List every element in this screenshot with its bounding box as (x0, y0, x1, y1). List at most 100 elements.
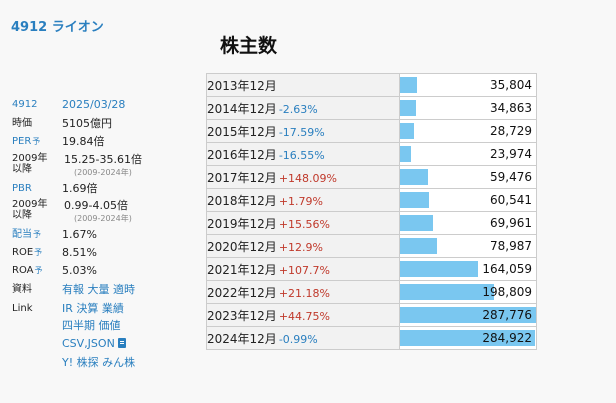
link-tairyo[interactable]: 大量 (87, 283, 110, 296)
value-bar (400, 307, 536, 323)
table-row: 2019年12月 +15.56% 69,961 (206, 211, 537, 235)
shareholders-table: 2013年12月 35,804 2014年12月 -2.63% 34,863 2015年1… (206, 73, 537, 350)
year-label: 2014年12月 (207, 101, 277, 116)
per-value: 19.84倍 (62, 135, 105, 148)
forecast-mark: 予 (32, 137, 41, 146)
value-bar (400, 284, 494, 300)
shareholder-count: 59,476 (490, 170, 532, 184)
change-percent: -2.63% (278, 102, 318, 116)
shareholder-count: 287,776 (482, 308, 532, 322)
link-csv-json[interactable]: CSV,JSON (62, 337, 115, 350)
value-bar (400, 215, 433, 231)
forecast-mark: 予 (34, 266, 43, 275)
shareholder-count: 78,987 (490, 239, 532, 253)
year-cell: 2018年12月 +1.79% (206, 188, 400, 212)
link-yuho[interactable]: 有報 (62, 283, 84, 296)
dividend-label[interactable]: 配当予 (12, 229, 41, 240)
link-gyoseki[interactable]: 業績 (101, 302, 124, 315)
table-row: 2017年12月 +148.09% 59,476 (206, 165, 537, 189)
year-cell: 2020年12月 +12.9% (206, 234, 400, 258)
value-bar (400, 330, 535, 346)
value-bar (400, 77, 417, 93)
link-label: Link (12, 303, 33, 314)
company-link[interactable]: 4912 ライオン (11, 20, 104, 35)
year-cell: 2015年12月 -17.59% (206, 119, 400, 143)
value-cell: 284,922 (399, 326, 537, 350)
table-row: 2022年12月 +21.18% 198,809 (206, 280, 537, 304)
year-label: 2023年12月 (207, 308, 277, 323)
shareholder-count: 164,059 (482, 262, 532, 276)
shareholder-count: 284,922 (482, 331, 532, 345)
year-label: 2018年12月 (207, 193, 277, 208)
shareholder-count: 34,863 (490, 101, 532, 115)
shareholder-count: 23,974 (490, 147, 532, 161)
table-row: 2015年12月 -17.59% 28,729 (206, 119, 537, 143)
roa-value: 5.03% (62, 264, 97, 277)
change-percent: -17.59% (278, 125, 325, 139)
value-bar (400, 192, 429, 208)
year-label: 2016年12月 (207, 147, 277, 162)
link-kabutan[interactable]: 株探 (76, 356, 99, 369)
change-percent: -16.55% (278, 148, 325, 162)
forecast-mark: 予 (34, 248, 43, 257)
pbr-range-value: 0.99-4.05倍 (64, 199, 128, 212)
shareholder-count: 60,541 (490, 193, 532, 207)
per-label[interactable]: PER予 (12, 136, 41, 147)
value-bar (400, 261, 478, 277)
value-cell: 60,541 (399, 188, 537, 212)
value-bar (400, 238, 437, 254)
value-bar (400, 123, 414, 139)
link-minkabu[interactable]: みん株 (102, 356, 136, 369)
document-icon[interactable] (117, 338, 126, 348)
table-row: 2016年12月 -16.55% 23,974 (206, 142, 537, 166)
value-cell: 198,809 (399, 280, 537, 304)
market-cap-label: 時価 (12, 118, 32, 129)
forecast-mark: 予 (33, 230, 41, 239)
year-cell: 2023年12月 +44.75% (206, 303, 400, 327)
materials-links: 有報 大量 適時 (62, 283, 135, 296)
links-row-1: IR 決算 業績 (62, 302, 124, 315)
link-value[interactable]: 価値 (98, 319, 121, 332)
link-yahoo[interactable]: Y! (62, 356, 74, 369)
link-kessan[interactable]: 決算 (76, 302, 99, 315)
stock-code[interactable]: 4912 (12, 99, 38, 110)
links-row-3: CSV,JSON (62, 337, 126, 350)
year-cell: 2022年12月 +21.18% (206, 280, 400, 304)
table-row: 2021年12月 +107.7% 164,059 (206, 257, 537, 281)
value-bar (400, 100, 416, 116)
roe-value: 8.51% (62, 246, 97, 259)
value-cell: 287,776 (399, 303, 537, 327)
year-label: 2017年12月 (207, 170, 277, 185)
year-label: 2021年12月 (207, 262, 277, 277)
link-ir[interactable]: IR (62, 302, 73, 315)
change-percent: +107.7% (278, 263, 330, 277)
value-bar (400, 146, 411, 162)
year-label: 2019年12月 (207, 216, 277, 231)
year-cell: 2019年12月 +15.56% (206, 211, 400, 235)
shareholder-count: 35,804 (490, 78, 532, 92)
value-bar (400, 169, 428, 185)
table-row: 2020年12月 +12.9% 78,987 (206, 234, 537, 258)
links-row-2: 四半期 価値 (62, 319, 121, 332)
value-cell: 59,476 (399, 165, 537, 189)
pbr-label[interactable]: PBR (12, 183, 32, 194)
price-date[interactable]: 2025/03/28 (62, 98, 126, 111)
year-label: 2020年12月 (207, 239, 277, 254)
year-label: 2015年12月 (207, 124, 277, 139)
shareholder-count: 198,809 (482, 285, 532, 299)
pbr-range-years: (2009-2024年) (74, 214, 132, 223)
links-row-4: Y! 株探 みん株 (62, 356, 135, 369)
value-cell: 34,863 (399, 96, 537, 120)
change-percent: +44.75% (278, 309, 330, 323)
roa-label: ROA予 (12, 265, 43, 276)
value-cell: 69,961 (399, 211, 537, 235)
link-tekiji[interactable]: 適時 (113, 283, 135, 296)
per-range-years: (2009-2024年) (74, 168, 132, 177)
year-cell: 2016年12月 -16.55% (206, 142, 400, 166)
value-cell: 23,974 (399, 142, 537, 166)
link-quarterly[interactable]: 四半期 (62, 319, 95, 332)
year-cell: 2013年12月 (206, 73, 400, 97)
year-label: 2022年12月 (207, 285, 277, 300)
pbr-value: 1.69倍 (62, 182, 98, 195)
table-row: 2023年12月 +44.75% 287,776 (206, 303, 537, 327)
